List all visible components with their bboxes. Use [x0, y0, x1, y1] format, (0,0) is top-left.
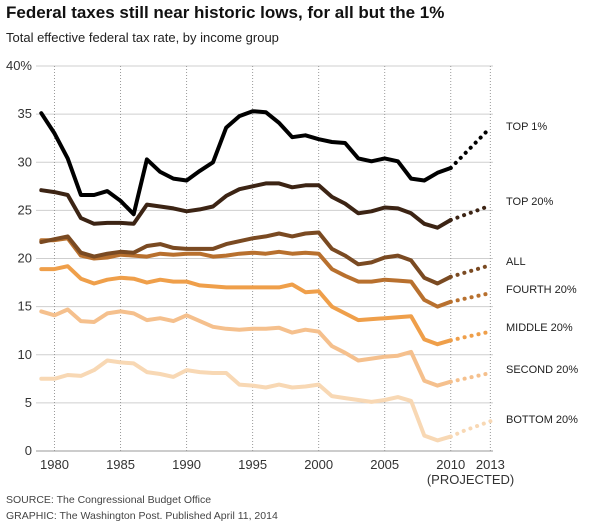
y-tick-label: 10	[18, 347, 32, 362]
series-label: FOURTH 20%	[506, 284, 577, 296]
series-line	[39, 264, 453, 347]
chart-title: Federal taxes still near historic lows, …	[6, 3, 445, 22]
projected-line	[448, 203, 493, 222]
y-tick-label: 0	[25, 443, 32, 458]
projected-line	[448, 329, 493, 343]
projected-line	[448, 125, 493, 170]
series-label: MIDDLE 20%	[506, 322, 573, 334]
graphic-credit: GRAPHIC: The Washington Post. Published …	[6, 510, 278, 522]
x-tick-label: 2013	[476, 457, 505, 472]
series-label: SECOND 20%	[506, 364, 578, 376]
projected-line	[448, 419, 493, 439]
x-tick-label: 1985	[106, 457, 135, 472]
y-tick-label: 5	[25, 395, 32, 410]
projected-line	[448, 371, 493, 384]
series-line	[39, 181, 453, 230]
projected-line	[448, 263, 493, 279]
source-note: SOURCE: The Congressional Budget Office	[6, 494, 212, 506]
series-line	[39, 307, 453, 388]
x-tick-label: 2000	[304, 457, 333, 472]
x-tick-label: 2005	[370, 457, 399, 472]
series-label: TOP 1%	[506, 121, 547, 133]
series-line	[39, 358, 453, 443]
x-tick-label: 1995	[238, 457, 267, 472]
projected-note: (PROJECTED)	[427, 472, 514, 487]
series-lines	[39, 109, 493, 443]
series-label: TOP 20%	[506, 196, 554, 208]
y-tick-label: 25	[18, 202, 32, 217]
y-tick-label: 15	[18, 299, 32, 314]
chart-subtitle: Total effective federal tax rate, by inc…	[6, 30, 279, 45]
series-line	[39, 109, 453, 217]
y-tick-label: 40%	[6, 58, 32, 73]
x-tick-label: 2010	[436, 457, 465, 472]
series-line	[39, 230, 453, 286]
y-tick-label: 30	[18, 154, 32, 169]
y-tick-label: 20	[18, 251, 32, 266]
axis-ticks: 0 5 10 15 20 25 30 35 40% 1980 1985 1990 1995 2000 200…	[6, 58, 514, 487]
series-labels: TOP 1% TOP 20% ALL FOURTH 20% MIDDLE 20% SECO…	[506, 121, 578, 426]
gridlines	[36, 65, 493, 452]
series-line	[39, 236, 453, 309]
series-label: ALL	[506, 256, 526, 268]
x-tick-label: 1980	[40, 457, 69, 472]
y-tick-label: 35	[18, 106, 32, 121]
series-label: BOTTOM 20%	[506, 414, 578, 426]
projected-line	[448, 291, 493, 304]
x-tick-label: 1990	[172, 457, 201, 472]
